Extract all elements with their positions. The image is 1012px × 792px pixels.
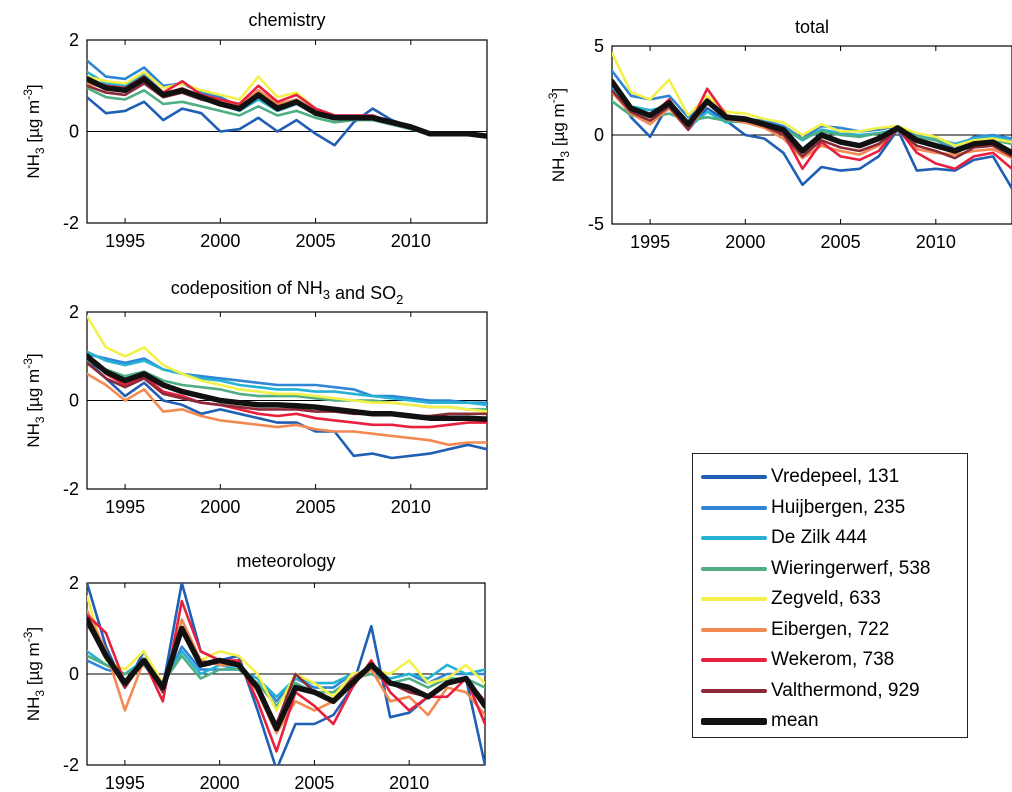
chemistry-xtick-label: 2000 xyxy=(200,231,240,251)
panel-total: 1995 2000 2005 2010 -5 0 5 NH3 [µg m-3] total xyxy=(546,17,1012,252)
codeposition-xtick-label: 2010 xyxy=(391,497,431,517)
legend-swatch xyxy=(701,688,767,693)
chemistry-ytick-label: 0 xyxy=(69,122,79,142)
series-line-de-zilk-444 xyxy=(87,350,487,407)
series-line-zegveld-633 xyxy=(87,315,487,413)
total-xtick-label: 2000 xyxy=(725,232,765,252)
panel-codeposition: 1995 2000 2005 2010 -2 0 2 NH3 [µg m-3] codeposi… xyxy=(21,278,488,517)
codeposition-ylabel: NH3 [µg m-3] xyxy=(21,353,47,447)
legend-label: Vredepeel, 131 xyxy=(771,466,900,487)
legend-item: mean xyxy=(701,706,819,736)
panel-chemistry: 1995 2000 2005 2010 -2 0 2 NH3 [µg m-3] chemistr… xyxy=(21,10,488,251)
legend-item: Wekerom, 738 xyxy=(701,645,894,675)
series-line-wekerom-738 xyxy=(87,599,485,753)
series-line-mean xyxy=(87,616,485,732)
chemistry-xtick-label: 2010 xyxy=(391,231,431,251)
codeposition-xtick-label: 2000 xyxy=(200,497,240,517)
chemistry-series-group xyxy=(87,59,487,147)
meteorology-ylabel: NH3 [µg m-3] xyxy=(21,627,47,721)
total-ytick-label: 5 xyxy=(594,36,604,56)
panel-meteorology: 1995 2000 2005 2010 -2 0 2 NH3 [µg m-3] meteorol… xyxy=(21,551,486,792)
legend-item: De Zilk 444 xyxy=(701,523,867,553)
legend-swatch xyxy=(701,566,767,571)
legend-label: Wekerom, 738 xyxy=(771,649,895,670)
legend-label: mean xyxy=(771,710,819,731)
legend-label: Zegveld, 633 xyxy=(771,588,881,609)
total-ytick-label: -5 xyxy=(588,214,604,234)
series-line-valthermond-929 xyxy=(612,89,1012,160)
series-line-zegveld-633 xyxy=(612,51,1012,147)
legend-swatch xyxy=(701,658,767,662)
legend-item: Valthermond, 929 xyxy=(701,676,920,706)
meteorology-ytick-label: 0 xyxy=(69,664,79,684)
legend-label: De Zilk 444 xyxy=(771,527,868,548)
codeposition-xtick-label: 1995 xyxy=(105,497,145,517)
total-title: total xyxy=(795,17,829,37)
meteorology-xtick-label: 1995 xyxy=(105,773,145,792)
legend-swatch xyxy=(701,597,767,601)
codeposition-ytick-label: 0 xyxy=(69,391,79,411)
legend-label: Wieringerwerf, 538 xyxy=(771,557,931,579)
meteorology-title: meteorology xyxy=(236,551,335,571)
meteorology-xtick-label: 2010 xyxy=(389,773,429,792)
legend-label: Eibergen, 722 xyxy=(771,618,890,640)
series-line-vredepeel-131 xyxy=(87,359,487,460)
total-ytick-label: 0 xyxy=(594,125,604,145)
meteorology-ytick-label: 2 xyxy=(69,573,79,593)
legend-label: Huijbergen, 235 xyxy=(771,496,906,518)
codeposition-title: codeposition of NH3 and SO2 xyxy=(171,278,404,307)
legend-label: Valthermond, 929 xyxy=(771,679,920,701)
series-line-mean xyxy=(87,76,487,139)
meteorology-xtick-label: 2000 xyxy=(200,773,240,792)
series-line-zegveld-633 xyxy=(87,595,485,712)
meteorology-series-group xyxy=(87,583,485,765)
legend-item: Huijbergen, 235 xyxy=(701,493,905,523)
series-line-huijbergen-235 xyxy=(612,69,1012,151)
total-xtick-label: 2010 xyxy=(916,232,956,252)
meteorology-ytick-label: -2 xyxy=(63,755,79,775)
series-line-mean xyxy=(612,78,1012,156)
series-line-mean xyxy=(87,353,487,422)
codeposition-ytick-label: -2 xyxy=(63,479,79,499)
legend-swatch xyxy=(701,475,767,479)
chemistry-xtick-label: 2005 xyxy=(296,231,336,251)
chemistry-ytick-label: 2 xyxy=(69,30,79,50)
legend-item: Eibergen, 722 xyxy=(701,615,889,645)
legend-item: Zegveld, 633 xyxy=(701,584,881,614)
total-series-group xyxy=(612,51,1012,190)
codeposition-xtick-label: 2005 xyxy=(296,497,336,517)
chemistry-ylabel: NH3 [µg m-3] xyxy=(21,84,47,178)
legend-swatch xyxy=(701,505,767,510)
meteorology-xtick-label: 2005 xyxy=(294,773,334,792)
legend: Vredepeel, 131 Huijbergen, 235 De Zilk 444… xyxy=(692,453,968,738)
chemistry-title: chemistry xyxy=(248,10,325,30)
codeposition-ytick-label: 2 xyxy=(69,302,79,322)
legend-item: Wieringerwerf, 538 xyxy=(701,554,930,584)
chemistry-ytick-label: -2 xyxy=(63,213,79,233)
legend-swatch xyxy=(701,627,767,632)
series-line-eibergen-722 xyxy=(87,372,487,447)
total-xtick-label: 2005 xyxy=(821,232,861,252)
total-xtick-label: 1995 xyxy=(630,232,670,252)
legend-swatch xyxy=(701,717,767,725)
legend-item: Vredepeel, 131 xyxy=(701,462,899,492)
chemistry-xtick-label: 1995 xyxy=(105,231,145,251)
codeposition-series-group xyxy=(87,315,487,460)
total-ylabel: NH3 [µg m-3] xyxy=(546,88,572,182)
series-line-wekerom-738 xyxy=(87,352,487,429)
legend-swatch xyxy=(701,536,767,540)
